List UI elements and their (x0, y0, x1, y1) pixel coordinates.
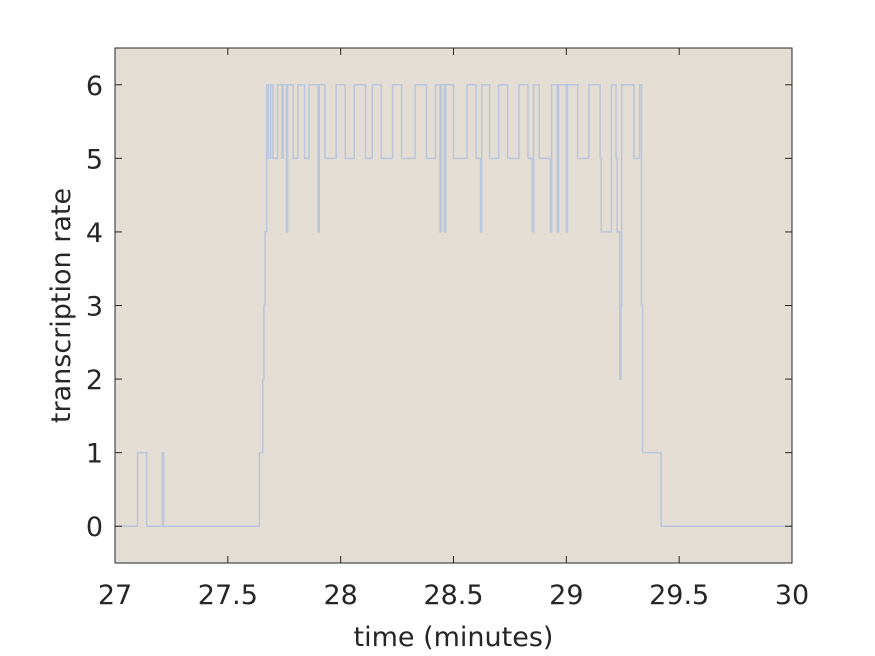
x-tick-label: 27.5 (198, 580, 258, 611)
x-tick-label: 29.5 (649, 580, 709, 611)
y-tick-label: 2 (86, 365, 103, 396)
y-tick-label: 5 (86, 144, 103, 175)
x-axis-label: time (minutes) (354, 622, 554, 653)
x-tick-label: 29 (549, 580, 583, 611)
x-tick-label: 28 (323, 580, 357, 611)
series-layer (115, 84, 792, 527)
x-tick-label: 30 (775, 580, 809, 611)
y-tick-label: 6 (86, 71, 103, 102)
tick-marks (114, 48, 793, 563)
y-tick-label: 4 (86, 218, 103, 249)
y-axis-label: transcription rate (46, 188, 77, 423)
x-tick-label: 27 (98, 580, 132, 611)
y-tick-label: 0 (86, 512, 103, 543)
x-tick-label: 28.5 (423, 580, 483, 611)
y-tick-label: 3 (86, 292, 103, 323)
y-tick-labels: 0 1 2 3 4 5 6 (86, 71, 103, 543)
series-line-0 (115, 84, 792, 527)
y-tick-label: 1 (86, 439, 103, 470)
x-tick-labels: 27 27.5 28 28.5 29 29.5 30 (98, 580, 809, 611)
